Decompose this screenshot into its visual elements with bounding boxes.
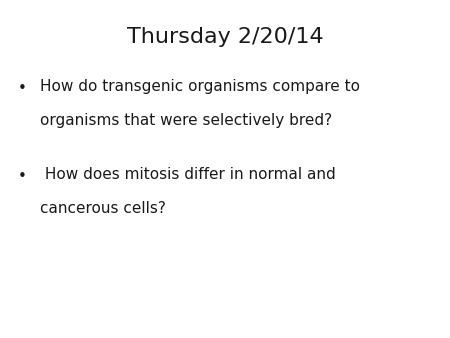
- Text: How do transgenic organisms compare to: How do transgenic organisms compare to: [40, 79, 360, 94]
- Text: How does mitosis differ in normal and: How does mitosis differ in normal and: [40, 167, 336, 182]
- Text: organisms that were selectively bred?: organisms that were selectively bred?: [40, 113, 333, 128]
- Text: cancerous cells?: cancerous cells?: [40, 201, 166, 216]
- Text: Thursday 2/20/14: Thursday 2/20/14: [127, 27, 323, 47]
- Text: •: •: [18, 81, 27, 96]
- Text: •: •: [18, 169, 27, 184]
